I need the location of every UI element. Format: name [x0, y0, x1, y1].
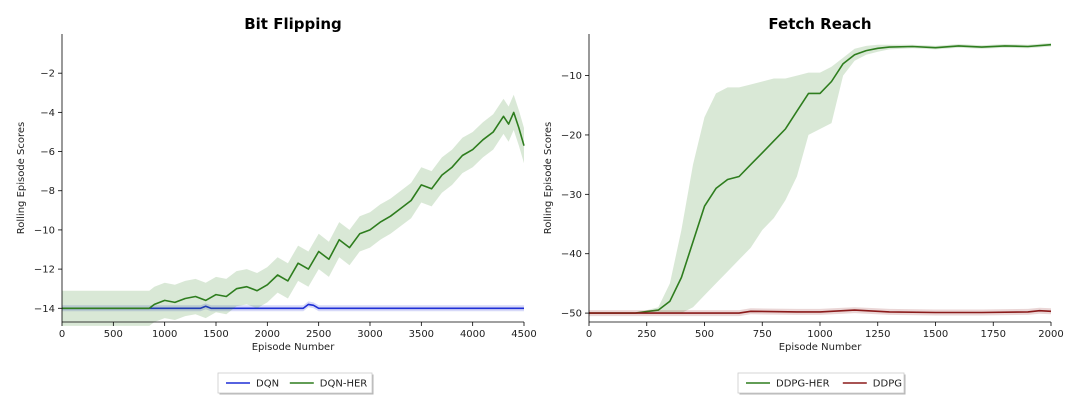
x-tick-label: 3000 — [357, 329, 382, 340]
chart-title: Fetch Reach — [768, 15, 871, 33]
series-dqn-her-band — [62, 94, 524, 326]
legend-box — [737, 372, 905, 394]
y-tick-label: −10 — [34, 225, 55, 236]
series-ddpg-her-line — [589, 43, 1052, 314]
legend-label: DQN-HER — [320, 379, 367, 390]
y-tick-label: −4 — [40, 108, 55, 119]
series-ddpg-her-band — [589, 42, 1051, 314]
y-tick-label: −2 — [40, 69, 55, 80]
x-tick-label: 1750 — [981, 329, 1006, 340]
legend-label: DDPG-HER — [776, 379, 830, 390]
legend-label: DQN — [256, 379, 279, 390]
x-tick-label: 4500 — [511, 329, 536, 340]
y-tick-label: −40 — [561, 249, 582, 260]
y-tick-label: −14 — [34, 304, 55, 315]
x-tick-label: 500 — [695, 329, 714, 340]
y-tick-label: −30 — [561, 190, 582, 201]
x-tick-label: 3500 — [409, 329, 434, 340]
y-axis-label: Rolling Episode Scores — [16, 122, 27, 235]
y-tick-label: −10 — [561, 71, 582, 82]
y-tick-label: −8 — [40, 186, 55, 197]
chart-title: Bit Flipping — [244, 15, 342, 33]
y-tick-label: −12 — [34, 265, 55, 276]
x-tick-label: 2500 — [306, 329, 331, 340]
x-tick-label: 2000 — [1038, 329, 1063, 340]
y-axis-label: Rolling Episode Scores — [543, 122, 554, 235]
x-tick-label: 1000 — [807, 329, 832, 340]
x-tick-label: 1500 — [203, 329, 228, 340]
y-tick-label: −6 — [40, 147, 55, 158]
x-tick-label: 2000 — [255, 329, 280, 340]
series-dqn-her-line — [62, 111, 525, 310]
series-dqn-line — [62, 303, 524, 310]
x-tick-label: 1500 — [923, 329, 948, 340]
x-tick-label: 250 — [637, 329, 656, 340]
x-tick-label: 4000 — [460, 329, 485, 340]
bit-flipping-chart: 0 500 1000 1500 2000 2500 3000 3500 4000 4500 −14 −… — [16, 15, 537, 395]
x-tick-label: 750 — [753, 329, 772, 340]
x-tick-label: 0 — [59, 329, 65, 340]
series-ddpg-line — [589, 309, 1052, 314]
x-tick-label: 500 — [104, 329, 123, 340]
legend-label: DDPG — [873, 379, 902, 390]
y-tick-label: −50 — [561, 309, 582, 320]
x-tick-label: 0 — [586, 329, 592, 340]
fetch-reach-chart: 0 250 500 750 1000 1250 1500 1750 2000 −50 −40 −30 −… — [543, 15, 1064, 395]
x-axis-label: Episode Number — [779, 342, 863, 353]
y-tick-label: −20 — [561, 130, 582, 141]
x-axis-label: Episode Number — [252, 342, 336, 353]
x-tick-label: 1000 — [152, 329, 177, 340]
x-tick-label: 1250 — [865, 329, 890, 340]
